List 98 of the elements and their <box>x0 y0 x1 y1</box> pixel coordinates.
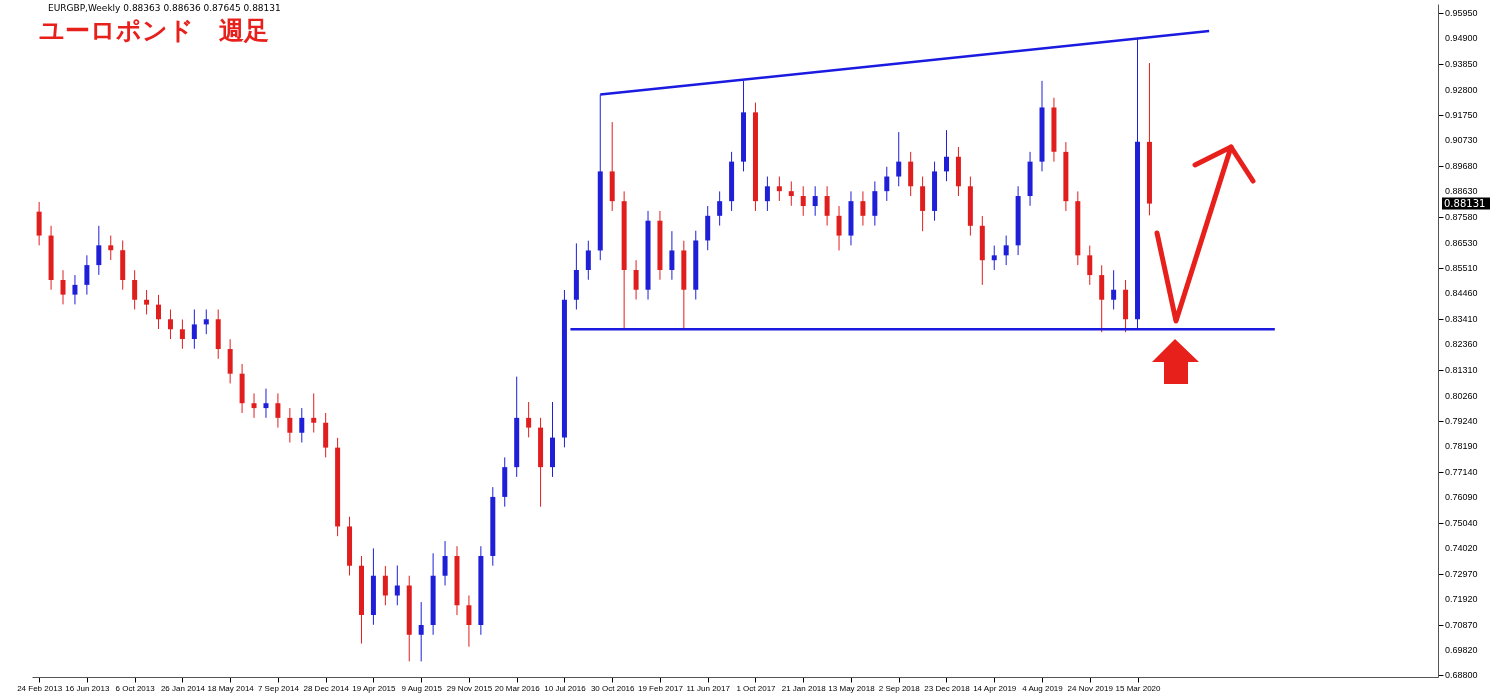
y-tick-label: 0.83410 <box>1445 313 1478 324</box>
x-tick-label: 21 Jan 2018 <box>781 683 827 693</box>
x-tick-label: 15 Mar 2020 <box>1115 683 1162 693</box>
candlestick <box>824 185 830 227</box>
candlestick <box>382 565 388 606</box>
candlestick <box>585 240 591 281</box>
x-tick-label: 6 Oct 2013 <box>115 683 156 693</box>
y-tick-label: 0.92800 <box>1445 84 1478 95</box>
candlestick <box>633 259 639 301</box>
candlestick <box>96 225 102 276</box>
candlestick <box>812 185 818 217</box>
x-tick-label: 7 Sep 2014 <box>257 683 300 693</box>
y-tick-label: 0.69820 <box>1445 645 1478 656</box>
y-tick-label: 0.75040 <box>1445 518 1478 529</box>
y-tick-label: 0.90730 <box>1445 135 1478 146</box>
x-tick-label: 20 Mar 2016 <box>494 683 541 693</box>
x-tick-label: 19 Apr 2015 <box>352 683 397 693</box>
candlestick <box>717 190 723 227</box>
candlestick <box>60 269 66 305</box>
y-tick-label: 0.81310 <box>1445 365 1478 376</box>
y-tick-label: 0.70870 <box>1445 619 1478 630</box>
y-tick-label: 0.84460 <box>1445 288 1478 299</box>
candlestick <box>836 205 842 251</box>
x-tick-label: 26 Jan 2014 <box>160 683 206 693</box>
candlestick <box>418 601 424 662</box>
x-tick-label: 1 Oct 2017 <box>736 683 777 693</box>
y-tick-label: 0.72970 <box>1445 568 1478 579</box>
y-tick-label: 0.85510 <box>1445 262 1478 273</box>
candlestick <box>943 129 949 182</box>
candlestick <box>203 309 209 335</box>
candlestick <box>144 289 150 315</box>
y-tick-label: 0.80260 <box>1445 390 1478 401</box>
candlestick <box>1087 245 1093 286</box>
x-tick-label: 30 Oct 2016 <box>590 683 636 693</box>
candlestick <box>991 245 997 271</box>
candlestick <box>191 309 197 350</box>
x-tick-label: 9 Aug 2015 <box>401 683 443 693</box>
candlestick <box>800 185 806 217</box>
x-tick-label: 11 Jun 2017 <box>686 683 731 693</box>
candlestick <box>167 309 173 340</box>
y-tick-label: 0.78190 <box>1445 441 1478 452</box>
x-tick-label: 10 Jul 2016 <box>544 683 587 693</box>
candlestick <box>1111 269 1117 311</box>
candlestick <box>299 407 305 443</box>
x-tick-label: 24 Nov 2019 <box>1067 683 1114 693</box>
x-tick-label: 24 Feb 2013 <box>17 683 63 693</box>
y-tick-label: 0.76090 <box>1445 492 1478 503</box>
candlestick <box>36 201 42 246</box>
x-tick-label: 2 Sep 2018 <box>878 683 921 693</box>
candlestick <box>884 166 890 202</box>
candlestick <box>466 595 472 648</box>
candlestick <box>764 176 770 212</box>
y-tick-label: 0.86530 <box>1445 237 1478 248</box>
candlestick <box>72 274 78 305</box>
candlestick <box>287 407 293 443</box>
y-tick-label: 0.94900 <box>1445 33 1478 44</box>
x-tick-label: 14 Apr 2019 <box>973 683 1017 693</box>
y-tick-label: 0.79240 <box>1445 415 1478 426</box>
candlestick <box>526 401 532 438</box>
text: 0.88131 <box>1444 197 1486 209</box>
x-tick-label: 4 Aug 2019 <box>1022 683 1064 693</box>
candlestick <box>108 235 114 261</box>
y-tick-label: 0.74020 <box>1445 542 1478 553</box>
candlestick <box>669 230 675 281</box>
text: ユーロポンド 週足 <box>38 16 269 45</box>
annotation: EURGBP,Weekly 0.88363 0.88636 0.87645 0.88131 <box>48 3 281 13</box>
x-tick-label: 18 May 2014 <box>207 683 255 693</box>
candlestick <box>156 294 162 330</box>
y-tick-label: 0.88630 <box>1445 186 1478 197</box>
candlestick <box>896 131 902 187</box>
y-tick-label: 0.89680 <box>1445 160 1478 171</box>
candlestick <box>394 564 400 606</box>
x-tick-label: 13 May 2018 <box>828 683 876 693</box>
y-tick-label: 0.93850 <box>1445 59 1478 70</box>
y-tick-label: 0.91750 <box>1445 110 1478 121</box>
x-tick-label: 28 Dec 2014 <box>303 683 350 693</box>
y-tick-label: 0.87580 <box>1445 212 1478 223</box>
x-tick-label: 16 Jun 2013 <box>65 683 110 693</box>
y-tick-label: 0.71920 <box>1445 594 1478 605</box>
candlestick <box>442 540 448 586</box>
candlestick <box>84 254 90 296</box>
x-tick-label: 19 Feb 2017 <box>637 683 684 693</box>
y-tick-label: 0.77140 <box>1445 466 1478 477</box>
candlestick <box>311 392 317 433</box>
candlestick <box>860 190 866 227</box>
candlestick <box>275 392 281 429</box>
candlestick <box>263 388 269 419</box>
y-tick-label: 0.95950 <box>1445 7 1478 18</box>
candlestick <box>179 319 185 350</box>
y-tick-label: 0.68800 <box>1445 670 1478 681</box>
candlestick <box>788 180 794 207</box>
x-tick-label: 23 Dec 2018 <box>924 683 971 693</box>
candlestick <box>132 269 138 311</box>
y-tick-label: 0.82360 <box>1445 339 1478 350</box>
candlestick <box>1003 235 1009 266</box>
candlestick <box>776 176 782 202</box>
candlestick <box>251 392 257 419</box>
x-tick-label: 29 Nov 2015 <box>446 683 493 693</box>
